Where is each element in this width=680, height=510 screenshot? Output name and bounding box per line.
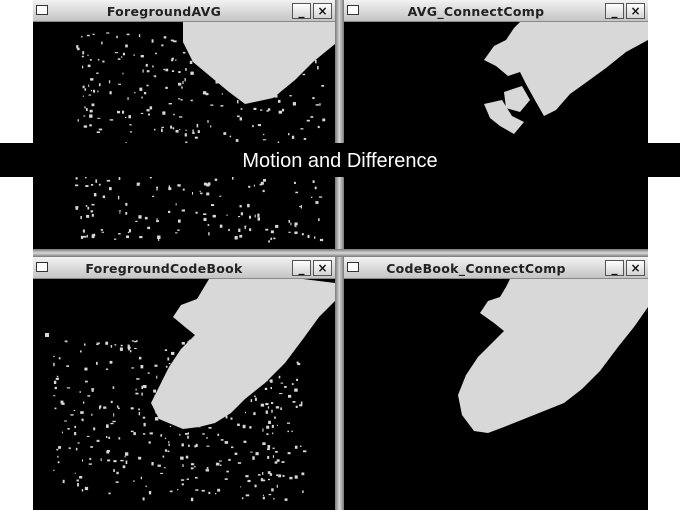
window-foreground-avg[interactable]: ForegroundAVG _ × bbox=[33, 0, 335, 249]
window-title: ForegroundCodeBook bbox=[85, 261, 243, 276]
close-button[interactable]: × bbox=[313, 3, 332, 19]
window-avg-connectcomp[interactable]: AVG_ConnectComp _ × bbox=[344, 0, 648, 249]
horizontal-divider bbox=[33, 249, 648, 257]
avg-connectcomp-view bbox=[344, 22, 648, 249]
minimize-button[interactable]: _ bbox=[292, 260, 311, 276]
caption-banner: Motion and Difference bbox=[0, 143, 680, 177]
window-menu-icon[interactable] bbox=[347, 5, 359, 15]
titlebar[interactable]: ForegroundAVG _ × bbox=[33, 0, 335, 22]
window-codebook-connectcomp[interactable]: CodeBook_ConnectComp _ × bbox=[344, 257, 648, 510]
window-menu-icon[interactable] bbox=[36, 5, 48, 15]
window-menu-icon[interactable] bbox=[36, 262, 48, 272]
minimize-button[interactable]: _ bbox=[292, 3, 311, 19]
window-title: AVG_ConnectComp bbox=[407, 4, 545, 19]
titlebar[interactable]: AVG_ConnectComp _ × bbox=[344, 0, 648, 22]
close-button[interactable]: × bbox=[313, 260, 332, 276]
foreground-codebook-view bbox=[33, 279, 335, 510]
close-button[interactable]: × bbox=[626, 3, 645, 19]
minimize-button[interactable]: _ bbox=[605, 260, 624, 276]
titlebar[interactable]: ForegroundCodeBook _ × bbox=[33, 257, 335, 279]
window-title: ForegroundAVG bbox=[106, 4, 222, 19]
window-title: CodeBook_ConnectComp bbox=[386, 261, 566, 276]
close-button[interactable]: × bbox=[626, 260, 645, 276]
foreground-avg-view bbox=[33, 22, 335, 249]
window-menu-icon[interactable] bbox=[347, 262, 359, 272]
titlebar[interactable]: CodeBook_ConnectComp _ × bbox=[344, 257, 648, 279]
minimize-button[interactable]: _ bbox=[605, 3, 624, 19]
window-foreground-codebook[interactable]: ForegroundCodeBook _ × bbox=[33, 257, 335, 510]
codebook-connectcomp-view bbox=[344, 279, 648, 510]
